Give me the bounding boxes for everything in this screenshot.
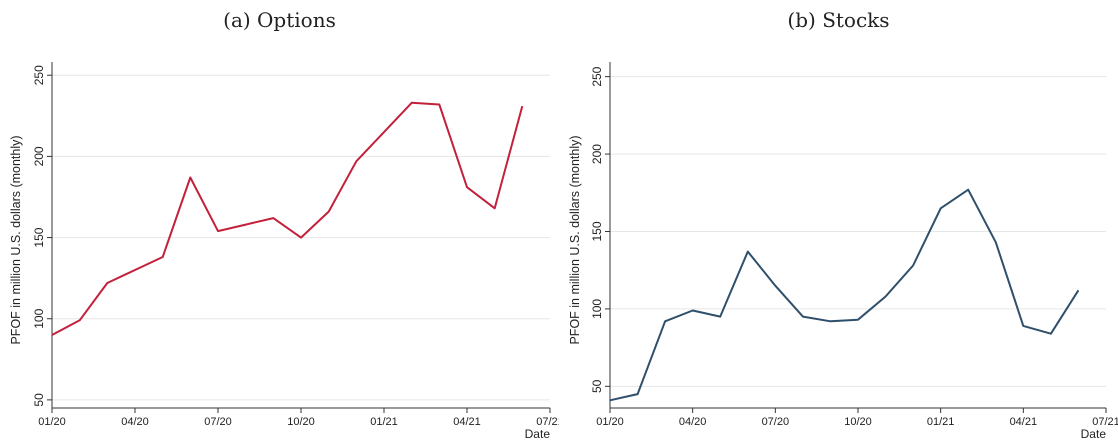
y-tick-label: 250: [590, 66, 604, 86]
x-tick-label: 10/20: [287, 416, 315, 428]
chart-panel-stocks: (b) Stocks 50 100 150 200 250 01/20 04/20 07/20…: [559, 0, 1118, 443]
x-axis-label: Date: [525, 427, 551, 441]
y-tick-label: 150: [32, 227, 46, 247]
x-tick-label: 10/20: [844, 416, 872, 428]
y-axis-label: PFOF in million U.S. dollars (monthly): [568, 135, 582, 344]
y-tick-label: 100: [590, 299, 604, 319]
x-tick-label: 04/20: [679, 416, 707, 428]
y-tick-label: 50: [32, 393, 46, 407]
x-tick-label: 01/20: [596, 416, 624, 428]
x-tick-label: 07/20: [204, 416, 232, 428]
y-tick-label: 200: [32, 146, 46, 166]
chart-svg: 50 100 150 200 250 01/20 04/20 07/20 10/20 01/21 0…: [9, 62, 559, 441]
series-line: [609, 188, 1080, 402]
series-line: [51, 101, 524, 336]
chart-panel-options: (a) Options 50 100 150 200 250 01/20 04/20 07/2…: [9, 8, 559, 441]
y-tick-label: 200: [590, 144, 604, 164]
y-tick-label: 100: [32, 308, 46, 328]
y-tick-label: 50: [590, 379, 604, 393]
x-tick-label: 04/21: [1010, 416, 1038, 428]
x-axis-label: Date: [1081, 427, 1107, 441]
y-axis-label: PFOF in million U.S. dollars (monthly): [9, 135, 23, 344]
x-tick-label: 07/21: [536, 416, 559, 428]
chart-title: (b) Stocks: [787, 8, 890, 32]
y-tick-label: 250: [32, 65, 46, 85]
x-tick-label: 01/20: [38, 416, 66, 428]
x-tick-label: 04/21: [453, 416, 481, 428]
chart-svg: 50 100 150 200 250 01/20 04/20 07/20 10/20 01/21 0…: [568, 62, 1118, 441]
y-tick-label: 150: [590, 221, 604, 241]
x-tick-label: 01/21: [370, 416, 398, 428]
x-tick-label: 07/21: [1092, 416, 1118, 428]
x-tick-label: 04/20: [121, 416, 149, 428]
x-tick-label: 07/20: [762, 416, 790, 428]
x-tick-label: 01/21: [927, 416, 955, 428]
chart-title: (a) Options: [223, 8, 336, 32]
